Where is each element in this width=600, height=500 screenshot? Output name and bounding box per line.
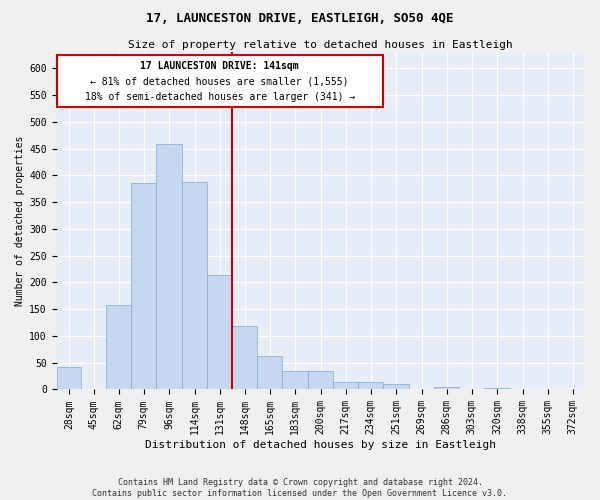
Text: 17 LAUNCESTON DRIVE: 141sqm: 17 LAUNCESTON DRIVE: 141sqm — [140, 60, 299, 70]
Title: Size of property relative to detached houses in Eastleigh: Size of property relative to detached ho… — [128, 40, 513, 50]
Bar — [156, 144, 182, 390]
Bar — [232, 326, 257, 390]
Bar — [484, 388, 511, 390]
Bar — [182, 182, 208, 390]
Bar — [333, 382, 358, 390]
Bar — [358, 382, 383, 390]
Bar — [56, 367, 82, 390]
Text: Contains HM Land Registry data © Crown copyright and database right 2024.
Contai: Contains HM Land Registry data © Crown c… — [92, 478, 508, 498]
Bar — [308, 370, 333, 390]
Text: ← 81% of detached houses are smaller (1,555): ← 81% of detached houses are smaller (1,… — [91, 77, 349, 87]
Text: 18% of semi-detached houses are larger (341) →: 18% of semi-detached houses are larger (… — [85, 92, 355, 102]
Text: 17, LAUNCESTON DRIVE, EASTLEIGH, SO50 4QE: 17, LAUNCESTON DRIVE, EASTLEIGH, SO50 4Q… — [146, 12, 454, 26]
Bar — [257, 356, 282, 390]
Bar — [434, 387, 459, 390]
Bar — [56, 56, 383, 108]
Y-axis label: Number of detached properties: Number of detached properties — [15, 136, 25, 306]
Bar — [131, 184, 156, 390]
Bar — [208, 276, 232, 390]
Bar — [383, 384, 409, 390]
Bar — [282, 370, 308, 390]
Bar — [106, 306, 131, 390]
X-axis label: Distribution of detached houses by size in Eastleigh: Distribution of detached houses by size … — [145, 440, 496, 450]
